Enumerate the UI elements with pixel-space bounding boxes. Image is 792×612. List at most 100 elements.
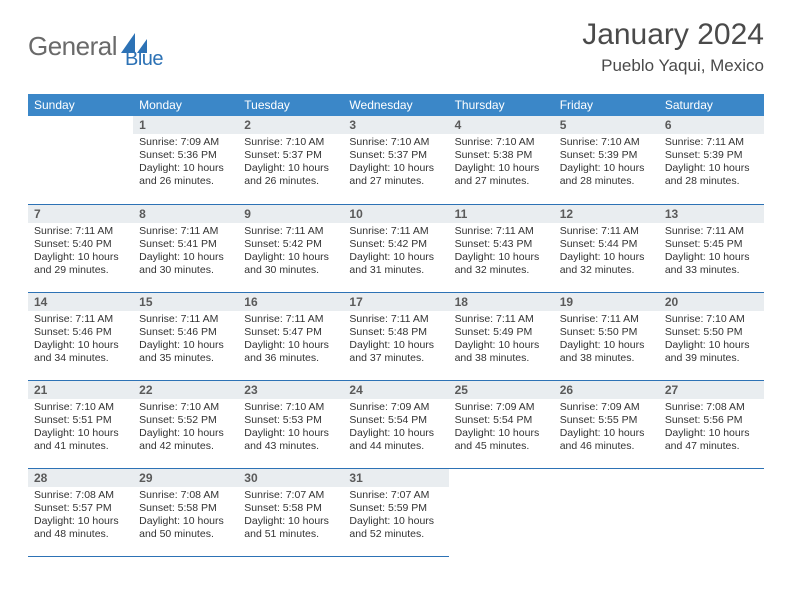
calendar-empty-cell [659, 468, 764, 556]
sunrise-text: Sunrise: 7:10 AM [34, 401, 127, 414]
calendar-day-cell: 11Sunrise: 7:11 AMSunset: 5:43 PMDayligh… [449, 204, 554, 292]
day-details: Sunrise: 7:09 AMSunset: 5:36 PMDaylight:… [133, 134, 238, 193]
sunrise-text: Sunrise: 7:11 AM [139, 225, 232, 238]
daylight-line1: Daylight: 10 hours [244, 515, 337, 528]
day-details: Sunrise: 7:09 AMSunset: 5:55 PMDaylight:… [554, 399, 659, 458]
weekday-header: Wednesday [343, 94, 448, 116]
calendar-day-cell: 8Sunrise: 7:11 AMSunset: 5:41 PMDaylight… [133, 204, 238, 292]
day-details: Sunrise: 7:10 AMSunset: 5:52 PMDaylight:… [133, 399, 238, 458]
day-details: Sunrise: 7:11 AMSunset: 5:49 PMDaylight:… [449, 311, 554, 370]
calendar-day-cell: 16Sunrise: 7:11 AMSunset: 5:47 PMDayligh… [238, 292, 343, 380]
sunset-text: Sunset: 5:40 PM [34, 238, 127, 251]
daylight-line1: Daylight: 10 hours [349, 251, 442, 264]
day-number: 11 [449, 205, 554, 223]
sunset-text: Sunset: 5:36 PM [139, 149, 232, 162]
day-details: Sunrise: 7:10 AMSunset: 5:51 PMDaylight:… [28, 399, 133, 458]
day-number: 18 [449, 293, 554, 311]
sunset-text: Sunset: 5:48 PM [349, 326, 442, 339]
sunset-text: Sunset: 5:46 PM [139, 326, 232, 339]
day-number: 9 [238, 205, 343, 223]
sunset-text: Sunset: 5:54 PM [455, 414, 548, 427]
logo: General Blue [28, 22, 163, 71]
daylight-line1: Daylight: 10 hours [665, 427, 758, 440]
day-details: Sunrise: 7:10 AMSunset: 5:37 PMDaylight:… [238, 134, 343, 193]
sunset-text: Sunset: 5:43 PM [455, 238, 548, 251]
calendar-day-cell: 24Sunrise: 7:09 AMSunset: 5:54 PMDayligh… [343, 380, 448, 468]
daylight-line1: Daylight: 10 hours [665, 339, 758, 352]
daylight-line2: and 30 minutes. [244, 264, 337, 277]
daylight-line2: and 31 minutes. [349, 264, 442, 277]
daylight-line2: and 38 minutes. [560, 352, 653, 365]
sunset-text: Sunset: 5:50 PM [665, 326, 758, 339]
title-block: January 2024 Pueblo Yaqui, Mexico [582, 18, 764, 76]
calendar-empty-cell [28, 116, 133, 204]
daylight-line1: Daylight: 10 hours [349, 515, 442, 528]
calendar-day-cell: 13Sunrise: 7:11 AMSunset: 5:45 PMDayligh… [659, 204, 764, 292]
daylight-line2: and 32 minutes. [560, 264, 653, 277]
sunrise-text: Sunrise: 7:11 AM [139, 313, 232, 326]
daylight-line1: Daylight: 10 hours [139, 515, 232, 528]
sunrise-text: Sunrise: 7:11 AM [349, 313, 442, 326]
day-number: 3 [343, 116, 448, 134]
daylight-line2: and 29 minutes. [34, 264, 127, 277]
calendar-day-cell: 5Sunrise: 7:10 AMSunset: 5:39 PMDaylight… [554, 116, 659, 204]
sunset-text: Sunset: 5:42 PM [349, 238, 442, 251]
day-details: Sunrise: 7:11 AMSunset: 5:46 PMDaylight:… [28, 311, 133, 370]
day-details: Sunrise: 7:11 AMSunset: 5:48 PMDaylight:… [343, 311, 448, 370]
sunset-text: Sunset: 5:39 PM [665, 149, 758, 162]
daylight-line1: Daylight: 10 hours [455, 251, 548, 264]
daylight-line2: and 50 minutes. [139, 528, 232, 541]
sunset-text: Sunset: 5:42 PM [244, 238, 337, 251]
day-number: 5 [554, 116, 659, 134]
sunrise-text: Sunrise: 7:08 AM [139, 489, 232, 502]
day-details: Sunrise: 7:11 AMSunset: 5:50 PMDaylight:… [554, 311, 659, 370]
daylight-line1: Daylight: 10 hours [139, 162, 232, 175]
daylight-line1: Daylight: 10 hours [139, 251, 232, 264]
sunrise-text: Sunrise: 7:10 AM [244, 136, 337, 149]
daylight-line1: Daylight: 10 hours [244, 251, 337, 264]
daylight-line1: Daylight: 10 hours [455, 427, 548, 440]
day-number: 23 [238, 381, 343, 399]
sunrise-text: Sunrise: 7:09 AM [455, 401, 548, 414]
day-number: 27 [659, 381, 764, 399]
logo-text-general: General [28, 31, 117, 62]
calendar-day-cell: 17Sunrise: 7:11 AMSunset: 5:48 PMDayligh… [343, 292, 448, 380]
daylight-line1: Daylight: 10 hours [560, 427, 653, 440]
calendar-day-cell: 4Sunrise: 7:10 AMSunset: 5:38 PMDaylight… [449, 116, 554, 204]
weekday-header: Monday [133, 94, 238, 116]
calendar-week-row: 21Sunrise: 7:10 AMSunset: 5:51 PMDayligh… [28, 380, 764, 468]
day-details: Sunrise: 7:10 AMSunset: 5:37 PMDaylight:… [343, 134, 448, 193]
sunset-text: Sunset: 5:50 PM [560, 326, 653, 339]
day-number: 2 [238, 116, 343, 134]
calendar-day-cell: 25Sunrise: 7:09 AMSunset: 5:54 PMDayligh… [449, 380, 554, 468]
daylight-line2: and 36 minutes. [244, 352, 337, 365]
sunrise-text: Sunrise: 7:11 AM [34, 225, 127, 238]
location: Pueblo Yaqui, Mexico [582, 56, 764, 76]
calendar-day-cell: 19Sunrise: 7:11 AMSunset: 5:50 PMDayligh… [554, 292, 659, 380]
sunrise-text: Sunrise: 7:07 AM [244, 489, 337, 502]
daylight-line1: Daylight: 10 hours [665, 251, 758, 264]
day-details: Sunrise: 7:10 AMSunset: 5:50 PMDaylight:… [659, 311, 764, 370]
day-details: Sunrise: 7:11 AMSunset: 5:47 PMDaylight:… [238, 311, 343, 370]
day-details: Sunrise: 7:11 AMSunset: 5:45 PMDaylight:… [659, 223, 764, 282]
sunset-text: Sunset: 5:39 PM [560, 149, 653, 162]
sunrise-text: Sunrise: 7:10 AM [560, 136, 653, 149]
daylight-line2: and 43 minutes. [244, 440, 337, 453]
sunrise-text: Sunrise: 7:11 AM [349, 225, 442, 238]
calendar-week-row: 1Sunrise: 7:09 AMSunset: 5:36 PMDaylight… [28, 116, 764, 204]
day-details: Sunrise: 7:09 AMSunset: 5:54 PMDaylight:… [343, 399, 448, 458]
calendar-day-cell: 12Sunrise: 7:11 AMSunset: 5:44 PMDayligh… [554, 204, 659, 292]
daylight-line2: and 52 minutes. [349, 528, 442, 541]
sunset-text: Sunset: 5:58 PM [139, 502, 232, 515]
day-number: 15 [133, 293, 238, 311]
sunset-text: Sunset: 5:56 PM [665, 414, 758, 427]
day-details: Sunrise: 7:09 AMSunset: 5:54 PMDaylight:… [449, 399, 554, 458]
daylight-line1: Daylight: 10 hours [349, 427, 442, 440]
sunset-text: Sunset: 5:45 PM [665, 238, 758, 251]
sunrise-text: Sunrise: 7:10 AM [244, 401, 337, 414]
daylight-line2: and 26 minutes. [244, 175, 337, 188]
sunset-text: Sunset: 5:58 PM [244, 502, 337, 515]
day-number: 20 [659, 293, 764, 311]
day-details: Sunrise: 7:11 AMSunset: 5:43 PMDaylight:… [449, 223, 554, 282]
day-details: Sunrise: 7:08 AMSunset: 5:56 PMDaylight:… [659, 399, 764, 458]
